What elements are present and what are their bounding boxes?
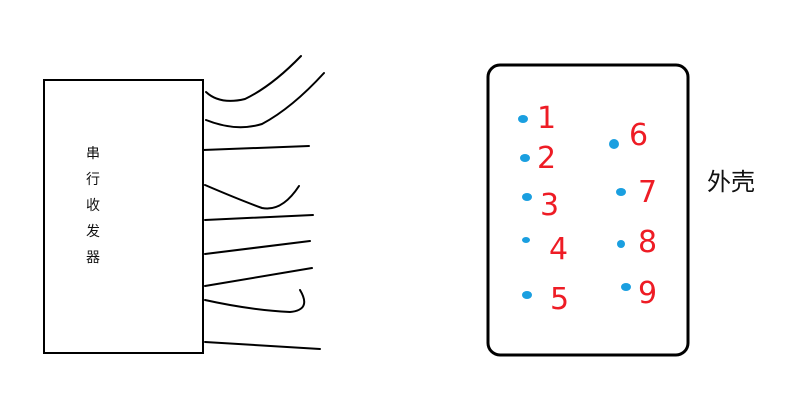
pin-number: 9 — [638, 276, 657, 311]
wire — [204, 184, 300, 210]
shell-label: 外壳 — [707, 168, 755, 196]
transceiver-label-char: 发 — [86, 224, 100, 240]
pin-number: 6 — [629, 118, 648, 153]
connector-shell — [486, 63, 690, 357]
wire — [204, 214, 314, 221]
wire — [204, 289, 306, 313]
wire — [205, 72, 325, 129]
pin-number: 4 — [549, 232, 568, 267]
pin-number: 2 — [537, 141, 556, 176]
transceiver-label-char: 串 — [86, 146, 100, 162]
wire — [204, 267, 313, 287]
transceiver-label: 串 行 收 发 器 — [86, 146, 100, 266]
transceiver-label-char: 收 — [86, 198, 100, 214]
wire — [202, 145, 310, 151]
pin-dot — [616, 188, 626, 196]
pin-number: 1 — [537, 101, 556, 136]
pin-number: 7 — [638, 175, 657, 210]
pin-number: 5 — [550, 282, 569, 317]
pin-dot — [520, 154, 530, 162]
wire — [205, 55, 302, 102]
transceiver-label-char: 器 — [86, 250, 100, 266]
wire-group — [202, 55, 325, 350]
transceiver-label-char: 行 — [86, 172, 100, 188]
transceiver-box — [43, 79, 204, 354]
pin-number: 8 — [638, 225, 657, 260]
pin-dot — [518, 115, 528, 123]
pin-numbers: 1 2 3 4 5 6 7 8 9 — [537, 101, 657, 317]
pin-dots — [518, 115, 631, 299]
pin-dot — [621, 283, 631, 291]
wire — [204, 240, 311, 255]
pin-dot — [522, 193, 532, 201]
pin-dot — [609, 139, 619, 149]
pin-dot — [617, 240, 625, 248]
wire — [204, 341, 321, 350]
pin-dot — [522, 237, 530, 243]
pin-dot — [522, 291, 532, 299]
pin-number: 3 — [540, 188, 559, 223]
